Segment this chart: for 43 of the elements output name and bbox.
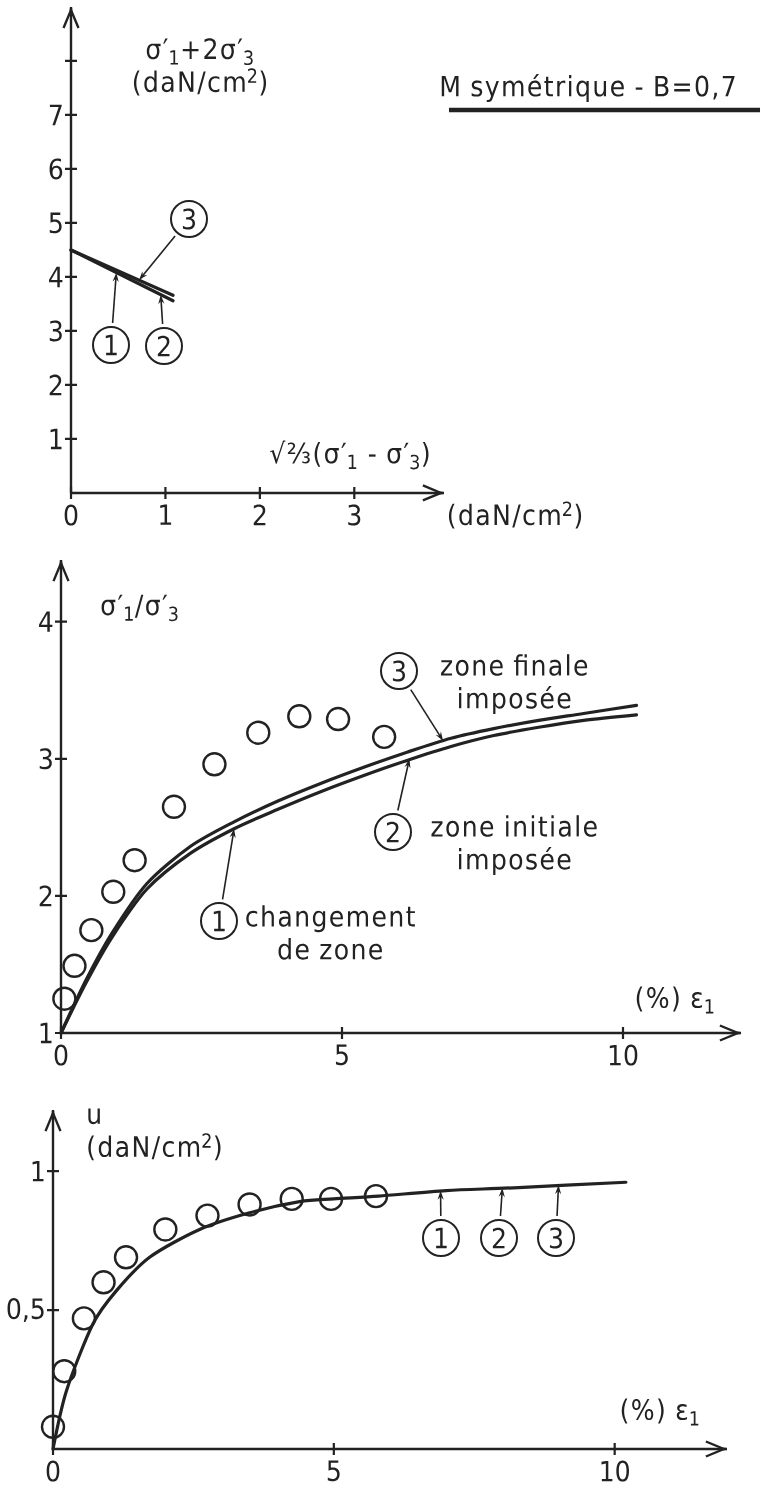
x-tick-label: 10 <box>601 1460 629 1482</box>
annotation: 1 <box>213 910 225 932</box>
x-tick-label: 0 <box>54 1044 68 1066</box>
annotation: zone initiale imposée <box>431 815 597 876</box>
y-tick-label: 2 <box>39 885 52 907</box>
y-tick-label: 1 <box>40 1022 52 1044</box>
y-tick-label: 6 <box>49 158 63 180</box>
annotation: 3 <box>182 208 195 230</box>
annotation: 2 <box>157 335 170 357</box>
y-tick-label: 4 <box>49 266 63 288</box>
x-tick-label: 0 <box>46 1460 60 1482</box>
annotation: 2 <box>386 821 399 843</box>
y-axis-title: u (daN/cm$^{2}$) <box>88 1108 221 1161</box>
y-tick-label: 7 <box>49 104 62 126</box>
x-tick-label: 10 <box>609 1044 638 1066</box>
annotation: 1 <box>105 334 117 356</box>
x-tick-label: 5 <box>335 1044 348 1066</box>
y-tick-label: 1 <box>50 428 62 450</box>
x-axis-title: √⅔(σ′$_{1}$ - σ′$_{3}$) <box>270 440 429 470</box>
y-tick-label: 3 <box>39 748 52 770</box>
text: (daN/cm$^{2}$) <box>448 501 582 529</box>
annotation: 1 <box>435 1227 447 1249</box>
y-tick-label: 1 <box>32 1160 44 1182</box>
annotation: 2 <box>492 1227 505 1249</box>
text: M symétrique - B=0,7 <box>441 73 735 103</box>
y-tick-label: 5 <box>49 212 62 234</box>
annotation: zone finale imposée <box>441 654 588 715</box>
y-tick-label: 4 <box>39 611 53 632</box>
x-tick-label: 2 <box>253 504 266 526</box>
y-tick-label: 0,5 <box>7 1298 44 1323</box>
x-tick-label: 1 <box>160 504 172 525</box>
y-axis-title: σ′$_{1}$/σ′$_{3}$ <box>101 594 178 622</box>
x-axis-title: (%) ε$_{1}$ <box>621 1398 699 1426</box>
annotation: 3 <box>392 660 405 682</box>
annotation: 3 <box>549 1227 562 1249</box>
x-tick-label: 0 <box>64 504 78 526</box>
x-tick-label: 5 <box>327 1460 340 1482</box>
y-axis-title: σ′$_{1}$+2σ′$_{3}$ (daN/cm$^{2}$) <box>133 38 267 96</box>
y-tick-label: 2 <box>49 374 62 396</box>
annotation: changement de zone <box>246 905 415 960</box>
x-axis-title: (%) ε$_{1}$ <box>636 986 714 1014</box>
x-tick-label: 3 <box>348 504 361 526</box>
y-tick-label: 3 <box>49 320 62 342</box>
